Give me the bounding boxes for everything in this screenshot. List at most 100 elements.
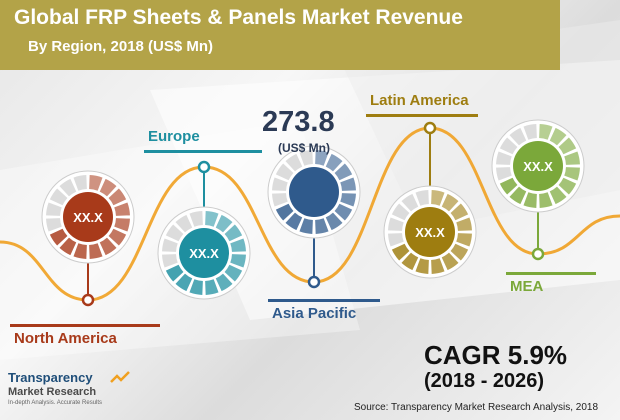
segment-mea bbox=[549, 127, 567, 146]
core-asia-pacific bbox=[289, 167, 339, 217]
segment-north-america bbox=[114, 202, 130, 216]
core-latin-america bbox=[405, 207, 455, 257]
segment-latin-america bbox=[456, 233, 472, 247]
segment-asia-pacific bbox=[325, 153, 343, 172]
segment-mea bbox=[496, 167, 512, 181]
segment-mea bbox=[509, 127, 527, 146]
segment-asia-pacific bbox=[340, 193, 356, 207]
segment-latin-america bbox=[391, 243, 410, 261]
segment-north-america bbox=[114, 218, 130, 232]
segment-latin-america bbox=[401, 252, 419, 271]
segment-north-america bbox=[89, 243, 103, 259]
segment-asia-pacific bbox=[272, 177, 288, 191]
segment-asia-pacific bbox=[275, 163, 294, 181]
segment-mea bbox=[496, 151, 512, 165]
segment-latin-america bbox=[431, 190, 445, 206]
underline-europe bbox=[144, 150, 262, 153]
segment-mea bbox=[564, 167, 580, 181]
segment-mea bbox=[558, 137, 577, 155]
segment-mea bbox=[523, 124, 537, 140]
segment-mea bbox=[564, 151, 580, 165]
segment-mea bbox=[499, 177, 518, 195]
asia-pacific-value: 273.8 bbox=[262, 106, 335, 138]
segment-asia-pacific bbox=[299, 150, 313, 166]
segment-latin-america bbox=[388, 217, 404, 231]
segment-asia-pacific bbox=[340, 177, 356, 191]
segment-europe bbox=[230, 238, 246, 252]
segment-north-america bbox=[99, 237, 117, 256]
chart-subtitle: By Region, 2018 (US$ Mn) bbox=[28, 38, 214, 55]
dot-north-america bbox=[81, 293, 95, 307]
segment-north-america bbox=[59, 178, 77, 197]
segment-mea bbox=[549, 186, 567, 205]
segment-latin-america bbox=[401, 193, 419, 212]
segment-latin-america bbox=[456, 217, 472, 231]
cagr-label: CAGR 5.9% bbox=[424, 340, 568, 370]
logo-tagline: In-depth Analysis. Accurate Results bbox=[8, 400, 103, 406]
source-note: Source: Transparency Market Research Ana… bbox=[354, 402, 599, 413]
logo-icon bbox=[110, 371, 130, 383]
segment-europe bbox=[215, 273, 233, 292]
segment-latin-america bbox=[388, 233, 404, 247]
logo-name: Transparency bbox=[8, 370, 93, 385]
underline-mea bbox=[506, 272, 596, 275]
dot-europe bbox=[197, 160, 211, 174]
label-asia-pacific: Asia Pacific bbox=[272, 305, 357, 322]
segment-europe bbox=[165, 224, 184, 242]
value-latin-america: XX.X bbox=[415, 225, 445, 240]
segment-europe bbox=[175, 214, 193, 233]
segment-asia-pacific bbox=[315, 150, 329, 166]
label-latin-america: Latin America bbox=[370, 92, 469, 109]
label-europe: Europe bbox=[148, 128, 200, 145]
segment-europe bbox=[162, 238, 178, 252]
segment-europe bbox=[205, 211, 219, 227]
segment-asia-pacific bbox=[285, 153, 303, 172]
underline-latin-america bbox=[366, 114, 478, 117]
segment-north-america bbox=[59, 237, 77, 256]
segment-north-america bbox=[73, 243, 87, 259]
segment-latin-america bbox=[391, 203, 410, 221]
segment-mea bbox=[539, 192, 553, 208]
segment-mea bbox=[499, 137, 518, 155]
value-north-america: XX.X bbox=[73, 210, 103, 225]
logo-subname: Market Research bbox=[8, 386, 97, 398]
segment-latin-america bbox=[415, 258, 429, 274]
core-europe bbox=[179, 228, 229, 278]
segment-north-america bbox=[49, 228, 68, 246]
segment-latin-america bbox=[441, 252, 459, 271]
segment-asia-pacific bbox=[285, 212, 303, 231]
dot-latin-america bbox=[423, 121, 437, 135]
label-mea: MEA bbox=[510, 278, 544, 295]
segment-europe bbox=[189, 211, 203, 227]
segment-europe bbox=[224, 224, 243, 242]
segment-north-america bbox=[89, 175, 103, 191]
segment-europe bbox=[175, 273, 193, 292]
core-mea bbox=[513, 141, 563, 191]
segment-europe bbox=[165, 264, 184, 282]
segment-mea bbox=[539, 124, 553, 140]
segment-north-america bbox=[108, 228, 127, 246]
core-north-america bbox=[63, 192, 113, 242]
segment-latin-america bbox=[415, 190, 429, 206]
segment-asia-pacific bbox=[334, 163, 353, 181]
dot-asia-pacific bbox=[307, 275, 321, 289]
segment-asia-pacific bbox=[272, 193, 288, 207]
label-north-america: North America bbox=[14, 330, 117, 347]
value-europe: XX.X bbox=[189, 246, 219, 261]
segment-north-america bbox=[46, 218, 62, 232]
segment-latin-america bbox=[450, 203, 469, 221]
segment-north-america bbox=[99, 178, 117, 197]
segment-north-america bbox=[108, 188, 127, 206]
title-banner bbox=[0, 0, 560, 70]
segment-mea bbox=[558, 177, 577, 195]
segment-north-america bbox=[46, 202, 62, 216]
value-mea: XX.X bbox=[523, 159, 553, 174]
segment-latin-america bbox=[431, 258, 445, 274]
chart-title: Global FRP Sheets & Panels Market Revenu… bbox=[14, 6, 463, 29]
asia-pacific-unit: (US$ Mn) bbox=[278, 141, 330, 155]
segment-asia-pacific bbox=[275, 203, 294, 221]
segment-europe bbox=[189, 279, 203, 295]
segment-europe bbox=[230, 254, 246, 268]
